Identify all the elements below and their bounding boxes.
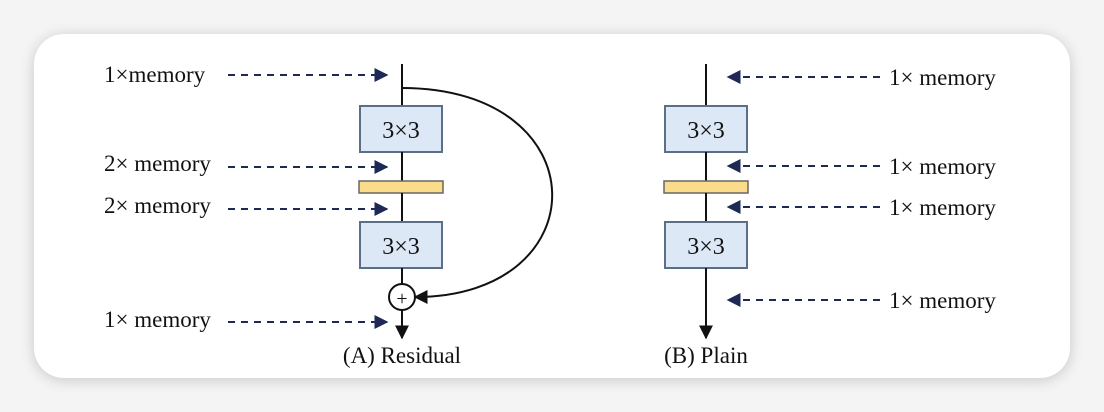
residual-memory-label-1: 1×memory: [104, 62, 206, 87]
residual-conv-2-label: 3×3: [382, 234, 420, 260]
residual-conv-1-label: 3×3: [382, 118, 420, 144]
plain-conv-1-label: 3×3: [687, 118, 725, 144]
plain-conv-2: [664, 221, 748, 269]
plain-norm-layer: [663, 180, 749, 194]
residual-memory-label-3: 2× memory: [104, 193, 211, 218]
plain-caption: (B) Plain: [664, 343, 748, 368]
plain-block: 3×3 3×3 1× memory 1× memory 1× memory 1×…: [663, 64, 996, 368]
plain-memory-label-2: 1× memory: [889, 154, 996, 179]
residual-conv-2: [359, 221, 443, 269]
residual-memory-label-4: 1× memory: [104, 307, 211, 332]
plain-memory-label-4: 1× memory: [889, 288, 996, 313]
residual-norm-layer: [358, 180, 444, 194]
residual-caption: (A) Residual: [343, 343, 461, 368]
residual-conv-1: [359, 105, 443, 153]
plain-conv-2-label: 3×3: [687, 234, 725, 260]
residual-memory-label-2: 2× memory: [104, 151, 211, 176]
add-symbol: +: [396, 288, 407, 310]
skip-connection: [401, 87, 554, 304]
plain-memory-label-3: 1× memory: [889, 195, 996, 220]
plain-conv-1: [664, 105, 748, 153]
plain-memory-label-1: 1× memory: [889, 65, 996, 90]
residual-block: 3×3 3×3 + 1×memory 2× memory 2× memory 1…: [104, 62, 554, 368]
